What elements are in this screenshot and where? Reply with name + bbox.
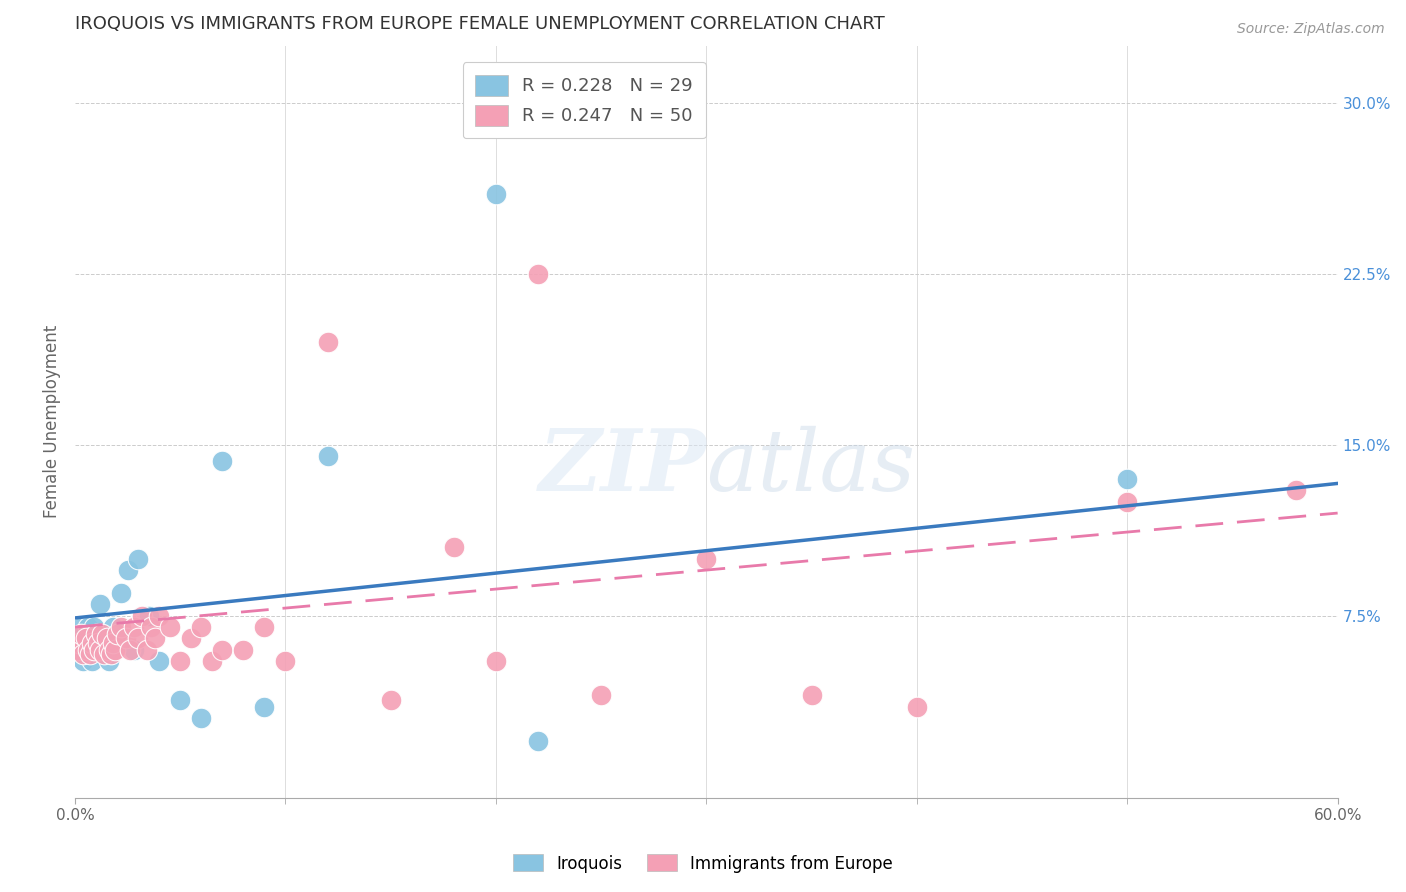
Text: ZIP: ZIP (538, 425, 706, 508)
Point (96, 632, 118, 646)
Point (148, 608, 170, 623)
Point (905, 699, 928, 714)
Point (1116, 494, 1139, 508)
Point (211, 453, 233, 467)
Point (131, 608, 153, 623)
Point (97, 643, 120, 657)
Point (91, 627, 114, 641)
Legend: R = 0.228   N = 29, R = 0.247   N = 50: R = 0.228 N = 29, R = 0.247 N = 50 (463, 62, 706, 138)
Point (143, 632, 166, 646)
Point (84, 627, 107, 641)
Point (380, 693, 402, 707)
Point (110, 586, 132, 600)
Text: IROQUOIS VS IMMIGRANTS FROM EUROPE FEMALE UNEMPLOYMENT CORRELATION CHART: IROQUOIS VS IMMIGRANTS FROM EUROPE FEMAL… (75, 15, 884, 33)
Point (70, 627, 93, 641)
Point (274, 654, 297, 668)
Point (67, 636, 90, 650)
Point (100, 648, 122, 662)
Point (93, 643, 115, 657)
Point (80, 636, 103, 650)
Point (72, 654, 94, 668)
Point (104, 643, 127, 657)
Point (79, 632, 101, 646)
Point (135, 643, 157, 657)
Point (201, 654, 224, 668)
Point (122, 643, 145, 657)
Point (66, 632, 89, 646)
Point (180, 632, 202, 646)
Point (93, 648, 115, 662)
Point (66, 643, 89, 657)
Point (232, 643, 254, 657)
Point (79, 648, 101, 662)
Point (84, 632, 107, 646)
Point (485, 654, 508, 668)
Legend: Iroquois, Immigrants from Europe: Iroquois, Immigrants from Europe (506, 847, 900, 880)
Text: atlas: atlas (706, 425, 915, 508)
Point (190, 620, 212, 634)
Point (190, 711, 212, 725)
Point (89, 643, 111, 657)
Point (127, 551, 149, 566)
Point (122, 620, 145, 634)
Point (527, 267, 550, 281)
Point (1284, 483, 1306, 498)
Point (110, 620, 132, 634)
Point (253, 699, 276, 714)
Point (169, 693, 191, 707)
Point (114, 632, 136, 646)
Point (118, 643, 141, 657)
Point (80, 654, 103, 668)
Point (169, 654, 191, 668)
Point (76, 620, 98, 634)
Point (105, 632, 128, 646)
Point (211, 643, 233, 657)
Point (83, 620, 105, 634)
Point (591, 689, 613, 703)
Point (83, 643, 105, 657)
Text: Source: ZipAtlas.com: Source: ZipAtlas.com (1237, 22, 1385, 37)
Point (148, 654, 170, 668)
Point (695, 551, 717, 566)
Point (127, 632, 149, 646)
Point (443, 541, 465, 555)
Point (75, 632, 97, 646)
Point (1116, 472, 1139, 486)
Point (67, 643, 90, 657)
Point (97, 654, 120, 668)
Point (101, 620, 124, 634)
Point (101, 636, 124, 650)
Point (105, 627, 128, 641)
Point (316, 334, 339, 349)
Point (70, 620, 93, 634)
Point (75, 632, 97, 646)
Point (485, 186, 508, 201)
Point (316, 449, 339, 463)
Point (138, 608, 160, 623)
Point (139, 620, 162, 634)
Point (253, 620, 276, 634)
Point (527, 734, 550, 748)
Point (72, 648, 94, 662)
Point (159, 620, 181, 634)
Point (87, 636, 110, 650)
Y-axis label: Female Unemployment: Female Unemployment (44, 326, 60, 518)
Point (76, 643, 98, 657)
Point (117, 563, 139, 577)
Point (800, 689, 823, 703)
Point (89, 597, 111, 611)
